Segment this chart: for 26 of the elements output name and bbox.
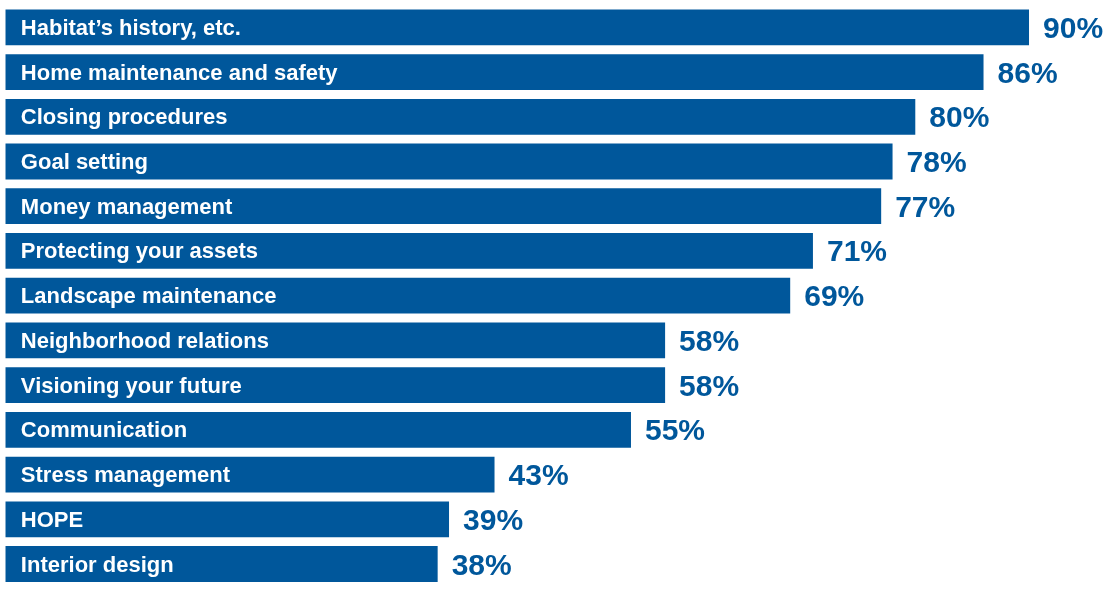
y-tick-label: Interior design <box>20 551 174 577</box>
data-label: 80% <box>929 100 990 134</box>
data-label: 38% <box>451 547 512 581</box>
y-tick-label: Closing procedures <box>20 104 228 130</box>
data-label: 86% <box>997 55 1058 89</box>
data-label: 69% <box>804 279 865 313</box>
y-tick-label: Communication <box>20 417 188 443</box>
y-tick-label: Neighborhood relations <box>20 327 269 353</box>
data-label: 55% <box>644 413 706 447</box>
data-label: 71% <box>826 234 887 268</box>
data-label: 58% <box>679 368 740 402</box>
data-label: 90% <box>1043 10 1104 44</box>
y-tick-label: HOPE <box>20 506 84 532</box>
y-tick-label: Money management <box>20 193 234 219</box>
y-tick-label: Protecting your assets <box>20 238 259 264</box>
y-tick-label: Habitat’s history, etc. <box>20 14 241 40</box>
y-tick-label: Visioning your future <box>20 372 242 398</box>
data-label: 58% <box>679 323 740 357</box>
y-tick-label: Goal setting <box>20 149 148 174</box>
data-label: 77% <box>895 189 956 223</box>
y-tick-label: Stress management <box>20 462 231 488</box>
data-label: 78% <box>906 145 967 178</box>
data-label: 39% <box>463 502 524 536</box>
y-tick-label: Landscape maintenance <box>20 283 277 309</box>
data-label: 43% <box>508 458 569 492</box>
y-tick-label: Home maintenance and safety <box>20 59 339 85</box>
